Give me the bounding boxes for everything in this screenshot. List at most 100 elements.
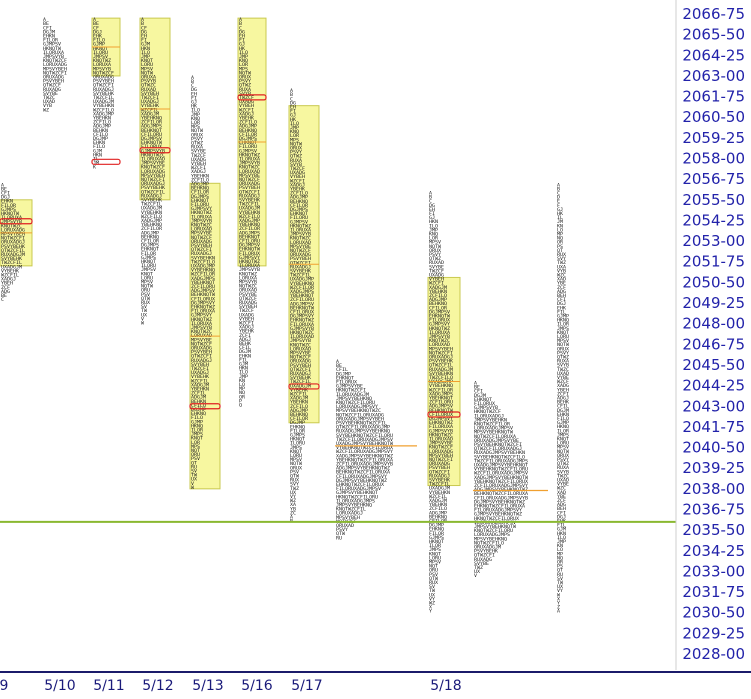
tpo-row: QT — [191, 460, 197, 466]
tpo-row: YBE — [557, 281, 566, 287]
tpo-row: BEH — [557, 506, 566, 512]
tpo-row: BEHKNQ — [239, 128, 257, 134]
profile-extra-7: ABECFILDGJMPEHKNQTFILORUXGJMPSVYBEHKNQTW… — [336, 359, 393, 541]
tpo-row: VYBEH — [429, 277, 444, 283]
tpo-row: TW — [557, 580, 563, 586]
tpo-row: LOR — [429, 236, 438, 242]
tpo-row: RUXADGJ — [191, 358, 212, 364]
tpo-row: RUXA — [290, 158, 302, 164]
tpo-row: BE — [1, 186, 7, 192]
tpo-row: ORUX — [557, 346, 569, 352]
tpo-row: MP — [239, 386, 245, 392]
tpo-row: LORUXAD — [191, 227, 212, 233]
tpo-row: EH — [239, 34, 245, 40]
tpo-row: EHKNQTWZCFILORUXA — [474, 503, 525, 509]
tpo-row: CFILORU — [141, 132, 162, 138]
y-tick-label: 2043-00 — [682, 397, 745, 415]
tpo-row: PS — [557, 244, 563, 250]
tpo-row: LO — [557, 227, 563, 233]
tpo-row: JMPSV — [141, 267, 156, 273]
tpo-row: V — [474, 573, 477, 579]
tpo-row: WZCFILO — [239, 214, 260, 220]
tpo-row: VYBEHKN — [93, 103, 114, 109]
tpo-row: SV — [191, 469, 197, 475]
tpo-row: UX — [474, 569, 480, 575]
tpo-row: HKN — [141, 46, 150, 52]
tpo-row: UXADG — [239, 99, 254, 105]
tpo-row: YBEHKN — [191, 173, 209, 179]
tpo-row: YBEHKNQT — [429, 396, 453, 402]
tpo-row: ZCF — [557, 285, 566, 291]
tpo-row: HK — [290, 117, 296, 123]
tpo-row: SVYBEHKNQTWZCFILO — [474, 454, 525, 460]
y-tick-label: 2040-50 — [682, 439, 745, 457]
tpo-row: BEHKNQTW — [290, 305, 314, 311]
tpo-row: RUX — [290, 478, 299, 484]
tpo-row: CFI — [43, 25, 52, 31]
tpo-row: NQT — [429, 564, 438, 570]
tpo-row: GJMPS — [141, 255, 156, 261]
tpo-row: IL — [557, 215, 563, 221]
tpo-row: LORUXADGJMPSV — [474, 426, 513, 432]
tpo-row: ORUXADG — [290, 359, 311, 365]
tpo-row: EH — [191, 91, 197, 97]
tpo-row: YBEHK — [239, 116, 254, 122]
y-tick-label: 2050-50 — [682, 273, 745, 291]
tpo-row: SVYBEHK — [239, 198, 260, 204]
tpo-row: VYBEHKNQTWZCFILORUX — [336, 445, 393, 451]
tpo-row: ZCFILO — [290, 404, 308, 410]
tpo-row: XADGJMP — [93, 111, 114, 117]
tpo-row: D — [557, 195, 560, 201]
tpo-row: QTWZCF — [43, 83, 61, 89]
tpo-row: DGJMP — [93, 136, 108, 142]
tpo-row: MPSVYBE — [191, 231, 212, 237]
tpo-row: QTWZCFI — [290, 260, 311, 266]
tpo-row: FILO — [93, 144, 105, 150]
tpo-row: QTWZCFI — [191, 354, 212, 360]
tpo-row: QTWZCFI — [474, 553, 495, 559]
tpo-row: UXAD — [557, 477, 569, 483]
tpo-row: HKNQT — [141, 259, 156, 265]
tpo-row: ILO — [141, 50, 150, 56]
tpo-row: ILO — [239, 370, 248, 376]
tpo-row: A — [290, 88, 293, 94]
tpo-row: LORU — [290, 453, 302, 459]
tpo-row: RUX — [557, 252, 566, 258]
tpo-row: A — [43, 17, 46, 23]
tpo-row: YBEHKNQ — [141, 222, 162, 228]
tpo-row: FILOR — [429, 531, 444, 537]
tpo-row: LOR — [239, 62, 248, 68]
tpo-row: ILORUXADGJ — [474, 413, 504, 419]
tpo-row: KNQTWZCFILORU — [474, 528, 513, 534]
tpo-row: XADGJMPS — [290, 289, 314, 295]
tpo-row: ZCFILO — [429, 293, 447, 299]
tpo-row: VYBE — [557, 375, 569, 381]
tpo-row: CFILO — [191, 403, 206, 409]
tpo-row: ADGJMP — [141, 230, 159, 236]
tpo-row: JMPSVYB — [191, 218, 212, 224]
profile-5/17: ABCDGEHFIGJHKILOJMPKNQLORMPSNQTWORUXPSVY… — [288, 88, 320, 525]
tpo-row: BEHKNQ — [141, 234, 159, 240]
tpo-row: W — [141, 321, 144, 327]
tpo-row: YBEHKN — [429, 289, 447, 295]
tpo-row: YBEHKN — [290, 400, 308, 406]
tpo-row: BEHKN — [93, 128, 108, 134]
tpo-row: DGJM — [239, 349, 251, 355]
tpo-row: LOR — [191, 120, 200, 126]
tpo-row: DGJMPSVY — [429, 416, 453, 422]
tpo-row: XADGJMP — [141, 218, 162, 224]
tpo-row: XADGJ — [290, 182, 305, 188]
tpo-row: XADGJ — [1, 277, 16, 283]
tpo-row: HKNQTWZ — [239, 152, 260, 158]
tpo-row: A — [474, 380, 477, 386]
tpo-row: HK — [239, 46, 245, 52]
tpo-row: A — [141, 17, 144, 23]
tpo-row: TWZCFIL — [1, 260, 22, 266]
tpo-row: ORUXADG — [290, 252, 311, 258]
tpo-row: TW — [141, 308, 147, 314]
tpo-row: RUXADGJ — [141, 193, 162, 199]
tpo-row: DGJMPS — [239, 136, 257, 142]
tpo-row: ILORUXADGJMPS — [336, 498, 375, 504]
tpo-row: BEHKNQTW — [191, 292, 215, 298]
tpo-row: MPSV — [141, 280, 153, 286]
